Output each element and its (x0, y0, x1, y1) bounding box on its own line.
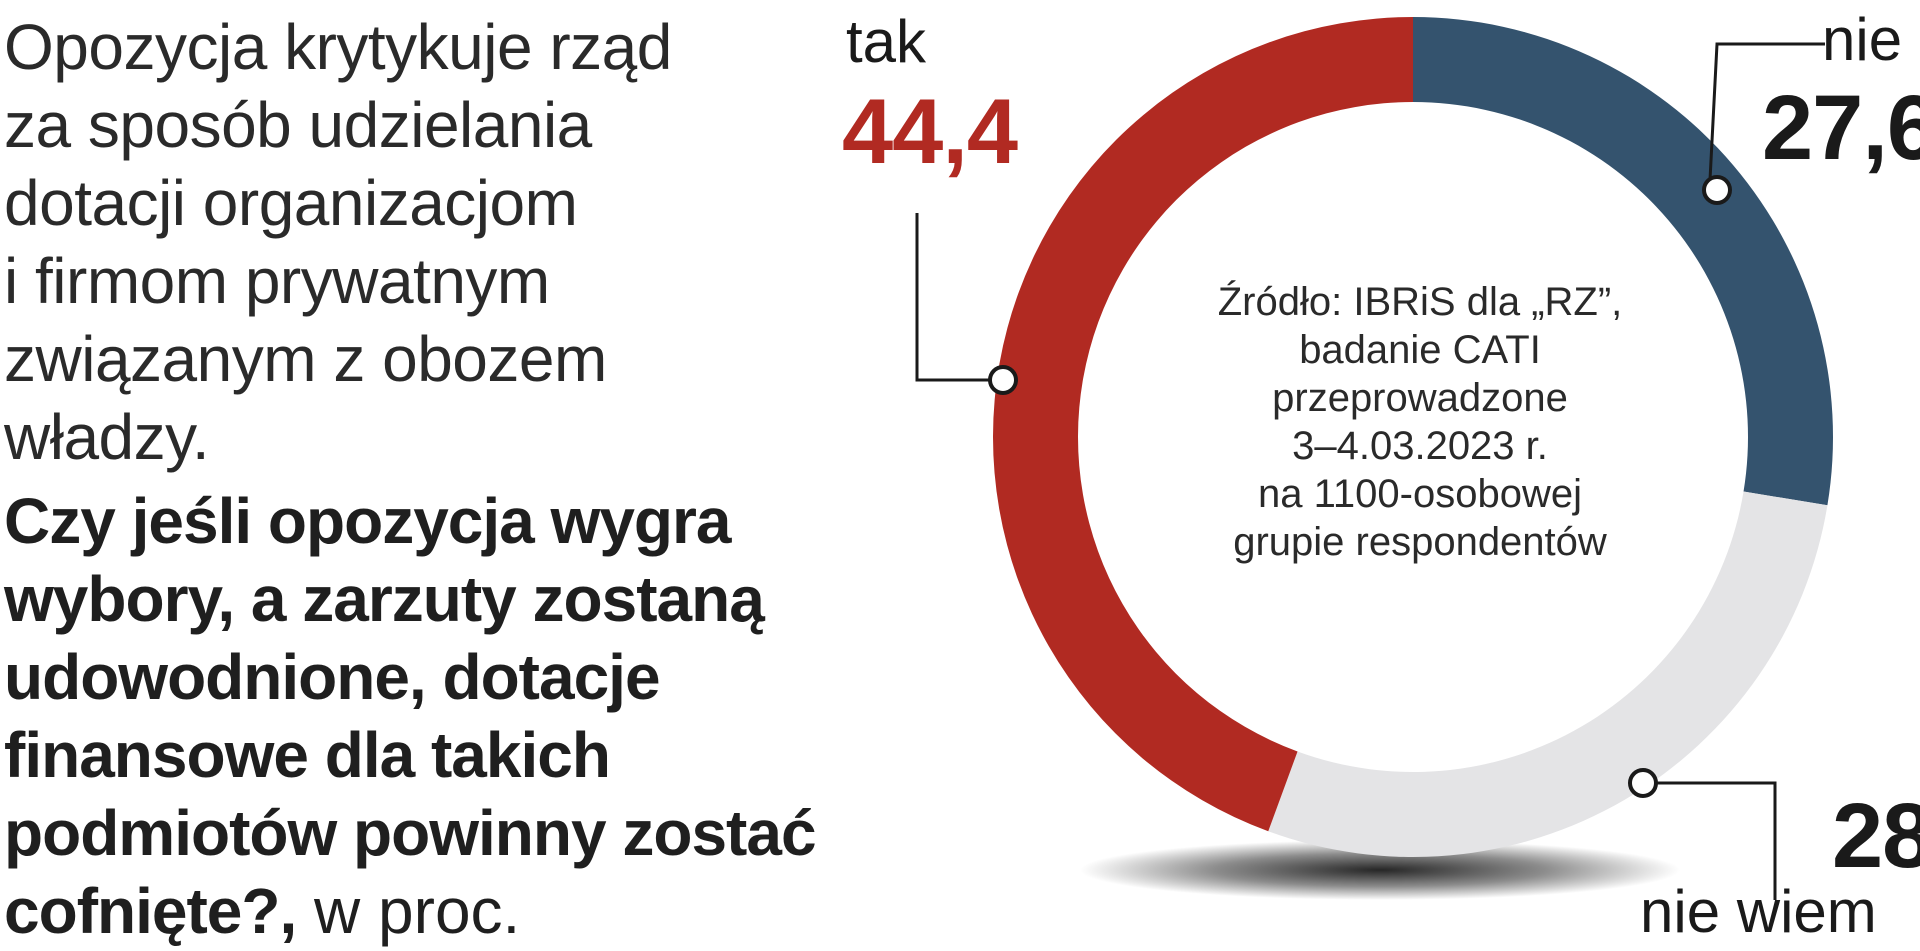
source-note: Źródło: IBRiS dla „RZ”, badanie CATI prz… (1217, 280, 1623, 564)
nie-wiem-marker (1628, 768, 1658, 798)
tak-marker (988, 365, 1018, 395)
slice-nie-wiem (1268, 491, 1828, 858)
question-unit: w proc. (296, 875, 521, 947)
nie-label: nie (1822, 6, 1903, 73)
tak-label: tak (846, 8, 927, 75)
donut-shadow (1080, 840, 1680, 900)
slice-tak (993, 17, 1413, 832)
nie-leader-line (1708, 42, 1825, 181)
nie-wiem-leader-line (1643, 781, 1777, 900)
tak-value: 44,4 (842, 81, 1018, 183)
question-bold: Czy jeśli opozycja wygra wybory, a zarzu… (4, 485, 817, 947)
intro-text: Opozycja krytykuje rząd za sposób udziel… (4, 11, 672, 473)
nie-value: 27,6 (1762, 77, 1920, 179)
nie-marker (1702, 175, 1732, 205)
nie-wiem-label: nie wiem (1640, 878, 1877, 945)
tak-leader-line (915, 213, 1003, 382)
nie-wiem-value: 28 (1832, 785, 1920, 887)
slice-nie (1413, 17, 1833, 506)
question-text: Czy jeśli opozycja wygra wybory, a zarzu… (4, 482, 884, 950)
